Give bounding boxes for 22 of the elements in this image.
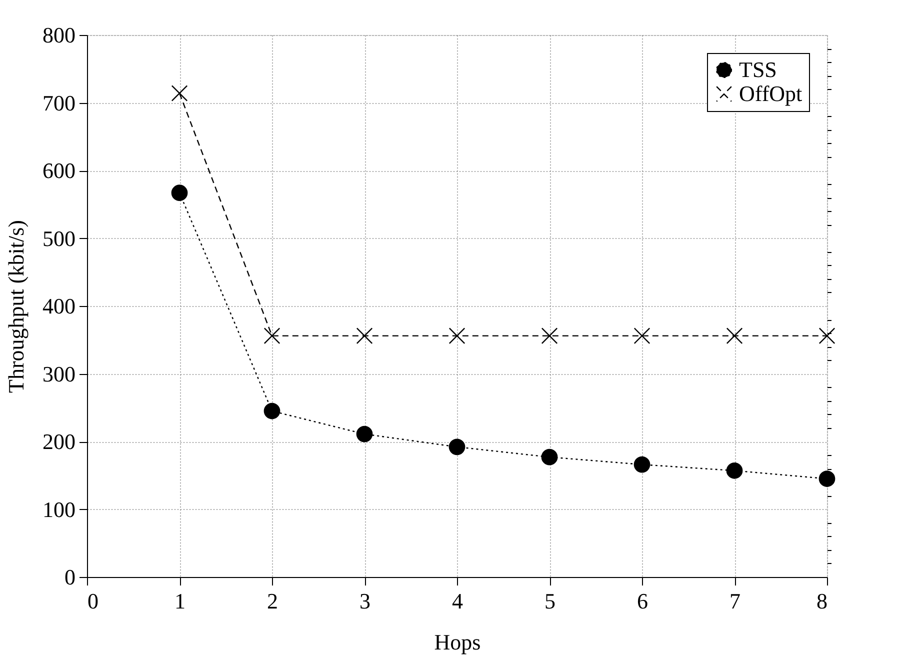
y-tick-label: 500 <box>42 226 76 251</box>
y-tick-label: 0 <box>64 564 76 590</box>
y-tick-label: 400 <box>42 294 76 318</box>
x-tick-label: 1 <box>174 588 186 614</box>
legend-label: OffOpt <box>739 81 802 106</box>
x-tick-label: 0 <box>88 588 98 614</box>
x-tick-label: 3 <box>360 588 370 614</box>
x-tick-label: 5 <box>544 588 556 614</box>
x-tick-label: 4 <box>452 588 463 614</box>
x-axis-title: Hops <box>434 630 481 654</box>
legend-label: TSS <box>739 57 777 82</box>
y-tick-label: 700 <box>42 90 76 116</box>
y-axis-title: Throughput (kbit/s) <box>4 220 28 393</box>
x-tick-label: 6 <box>637 588 648 614</box>
y-tick-label: 600 <box>42 158 76 183</box>
y-tick-label: 100 <box>42 496 76 522</box>
x-tick-label: 7 <box>730 588 740 614</box>
y-tick-label: 800 <box>42 22 76 48</box>
y-tick-label: 200 <box>42 429 76 454</box>
x-tick-label: 8 <box>816 588 828 614</box>
x-tick-label: 2 <box>267 588 278 614</box>
y-tick-label: 300 <box>42 361 76 386</box>
